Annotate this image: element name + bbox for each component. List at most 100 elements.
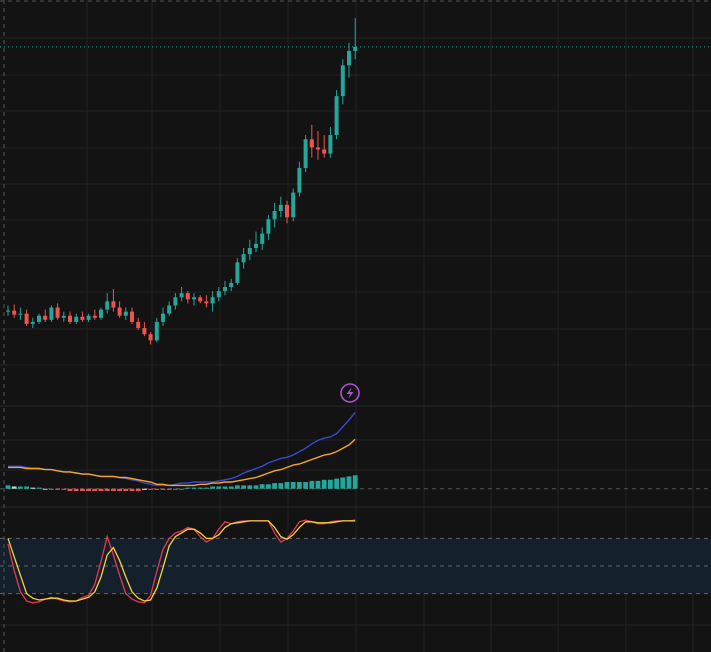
macd-histogram-bar — [11, 486, 17, 489]
macd-histogram-bar — [30, 487, 36, 489]
macd-histogram-bar — [278, 483, 284, 489]
macd-histogram-bar — [104, 488, 110, 491]
macd-histogram-bar — [179, 488, 184, 490]
macd-histogram-bar — [67, 488, 73, 491]
macd-histogram-bar — [328, 479, 333, 489]
macd-histogram-bar — [235, 485, 240, 489]
candle-body — [347, 50, 351, 66]
macd-histogram-bar — [160, 488, 166, 490]
candle-body — [266, 219, 271, 234]
macd-histogram-bar — [55, 488, 60, 490]
macd-histogram-bar — [18, 486, 23, 489]
candle-body — [185, 293, 190, 300]
candle-body — [161, 313, 165, 322]
macd-histogram-bar — [222, 486, 228, 489]
macd-histogram-bar — [24, 486, 29, 489]
candle-body — [167, 305, 172, 314]
candle-body — [68, 315, 72, 322]
candle-body — [99, 309, 103, 318]
macd-histogram-bar — [272, 483, 277, 489]
candle-body — [105, 301, 110, 310]
macd-histogram-bar — [241, 485, 246, 489]
macd-histogram-bar — [321, 479, 327, 489]
macd-histogram-bar — [346, 476, 352, 489]
candle-body — [123, 311, 128, 316]
macd-histogram-bar — [135, 488, 141, 491]
candles — [6, 18, 358, 345]
macd-histogram-bar — [166, 488, 172, 490]
candle-body — [247, 248, 252, 255]
macd-histogram-bar — [303, 482, 308, 489]
candle-body — [297, 167, 302, 193]
macd-histogram-bar — [123, 488, 129, 491]
candle-body — [55, 307, 60, 318]
macd-histogram — [5, 475, 358, 491]
macd-histogram-bar — [173, 488, 178, 490]
candle-body — [142, 328, 147, 335]
candle-body — [309, 139, 314, 148]
macd-histogram-bar — [73, 488, 79, 491]
candle-body — [278, 204, 283, 212]
macd-histogram-bar — [117, 488, 122, 491]
stochastic-k-line — [7, 519, 356, 604]
macd-histogram-bar — [334, 478, 339, 489]
candle-body — [12, 310, 17, 315]
macd-histogram-bar — [228, 486, 234, 489]
macd-histogram-bar — [111, 488, 116, 491]
candle-body — [254, 243, 258, 248]
candle-body — [111, 301, 116, 308]
candle-body — [353, 46, 358, 51]
macd-histogram-bar — [5, 485, 11, 489]
candle-body — [223, 287, 227, 292]
candle-body — [173, 297, 178, 306]
candle-body — [130, 311, 134, 322]
candle-body — [24, 313, 29, 324]
lightning-icon[interactable] — [340, 383, 360, 403]
macd-histogram-bar — [185, 487, 191, 489]
candle-body — [74, 316, 79, 322]
macd-histogram-bar — [340, 477, 346, 489]
macd-histogram-bar — [191, 487, 197, 489]
candle-body — [117, 307, 122, 316]
candle-body — [322, 149, 327, 154]
signal-line — [8, 438, 356, 487]
macd-histogram-bar — [253, 485, 259, 489]
macd-histogram-bar — [284, 482, 290, 489]
candle-body — [6, 310, 10, 312]
macd-histogram-bar — [259, 484, 265, 489]
candle-body — [86, 315, 91, 320]
macd-histogram-bar — [247, 485, 253, 489]
macd-histogram-bar — [216, 486, 222, 489]
candle-body — [334, 96, 339, 136]
candle-body — [235, 262, 240, 283]
macd-histogram-bar — [98, 488, 104, 491]
macd-histogram-bar — [352, 475, 358, 489]
macd-histogram-bar — [142, 488, 147, 490]
stochastic-d-line — [7, 520, 356, 602]
macd-histogram-bar — [154, 488, 160, 490]
macd-pane[interactable] — [0, 411, 711, 491]
stochastic-pane[interactable] — [0, 519, 711, 604]
candle-body — [316, 147, 320, 150]
candle-body — [204, 301, 209, 304]
macd-histogram-bar — [86, 488, 91, 491]
candle-body — [285, 204, 289, 218]
macd-histogram-bar — [290, 482, 296, 489]
macd-histogram-bar — [49, 488, 54, 490]
macd-histogram-bar — [210, 486, 215, 489]
macd-histogram-bar — [297, 482, 302, 489]
candle-body — [216, 291, 221, 298]
candle-body — [229, 282, 234, 287]
macd-histogram-bar — [92, 488, 98, 491]
candle-body — [192, 297, 196, 300]
macd-histogram-bar — [204, 487, 209, 489]
candle-body — [210, 297, 215, 304]
candle-body — [260, 233, 265, 244]
macd-histogram-bar — [197, 487, 203, 489]
price-pane[interactable] — [0, 18, 711, 345]
candle-body — [136, 321, 141, 329]
macd-histogram-bar — [315, 480, 321, 489]
candle-body — [272, 211, 277, 220]
candle-body — [61, 315, 66, 318]
